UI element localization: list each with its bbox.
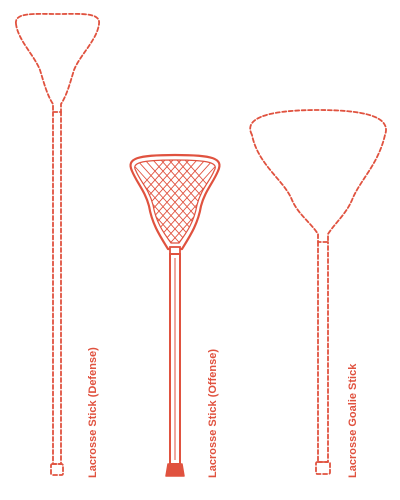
- offense-stick: [129, 153, 221, 477]
- goalie-stick-label: Lacrosse Goalie Stick: [347, 363, 359, 478]
- defense-stick-label: Lacrosse Stick (Defense): [87, 347, 99, 478]
- offense-stick-butt-cap: [165, 463, 185, 477]
- defense-stick: [15, 12, 100, 476]
- goalie-stick-shaft: [317, 241, 329, 463]
- offense-stick-label: Lacrosse Stick (Offense): [207, 349, 219, 478]
- defense-stick-head: [15, 12, 100, 113]
- goalie-stick-butt-cap: [315, 461, 331, 475]
- defense-stick-butt-cap: [50, 463, 64, 476]
- offense-stick-throat: [169, 246, 181, 255]
- goalie-stick-head: [249, 109, 387, 243]
- goalie-stick: [249, 109, 387, 475]
- defense-stick-shaft: [52, 111, 62, 465]
